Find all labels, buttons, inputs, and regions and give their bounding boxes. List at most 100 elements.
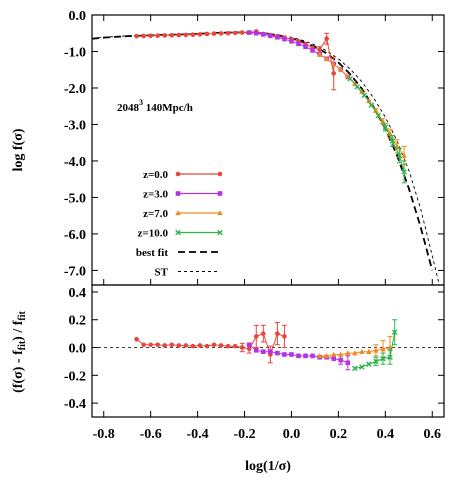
bottom-point-z-3-0-7 <box>296 353 301 359</box>
top-point-z-10-0-7-b <box>396 152 403 159</box>
bottom-point-z-0-0-3 <box>155 342 161 348</box>
top-point-z-3-0-6 <box>289 38 294 44</box>
bottom-point-z-7-0-4 <box>345 350 351 356</box>
bottom-points <box>134 319 398 372</box>
top-point-z-10-0-8-b <box>401 169 407 175</box>
top-point-z-0-0-4 <box>162 33 168 38</box>
top-point-z-10-0-2-b <box>361 92 368 99</box>
legend-marker-left-z-3-0 <box>175 191 181 196</box>
top-point-z-3-0-2 <box>261 32 266 37</box>
top-point-z-0-0-27 <box>324 36 329 42</box>
top-point-z-10-0-3 <box>368 102 375 108</box>
top-point-z-7-0-9 <box>380 118 386 124</box>
bottom-point-z-10-0-0-b <box>352 365 358 372</box>
bottom-x-ticks: -0.8 -0.6 -0.4 -0.2 0.0 0.2 0.4 0.6 <box>93 411 441 442</box>
top-point-z-0-0-26 <box>317 47 322 52</box>
top-point-z-0-0-15 <box>239 30 245 35</box>
legend-marker-left-z-10-0-b <box>175 229 181 236</box>
top-point-z-7-0-8 <box>373 107 379 113</box>
top-point-z-0-0-3 <box>155 33 161 38</box>
bottom-xtick-label-4: 0.0 <box>283 427 301 442</box>
legend-label-z-0-0: z=0.0 <box>143 169 168 181</box>
bottom-point-z-3-0-3 <box>268 349 273 354</box>
bottom-ytick-label-3: -0.2 <box>64 369 86 384</box>
top-point-z-10-0-7 <box>396 152 403 159</box>
bottom-point-z-0-0-10 <box>204 343 210 349</box>
bottom-point-z-0-0-5 <box>169 342 175 348</box>
top-annotation: 20483 140Mpc/h <box>117 98 193 114</box>
top-point-z-0-0-9 <box>197 32 203 37</box>
bottom-xtick-label-0: -0.8 <box>93 427 115 442</box>
top-ytick-label-1: -1.0 <box>64 45 86 60</box>
bottom-point-z-0-0-0 <box>134 336 139 342</box>
bottom-point-z-0-0-18 <box>261 331 266 336</box>
bottom-xtick-label-2: -0.4 <box>187 427 209 442</box>
bottom-point-z-3-0-12 <box>331 356 337 361</box>
bottom-point-z-0-0-11 <box>211 342 217 348</box>
legend-marker-left-z-0-0 <box>175 171 181 177</box>
bottom-point-z-10-0-5 <box>387 354 393 361</box>
top-panel: 0.0 -1.0 -2.0 -3.0 -4.0 -5.0 -6.0 -7.0 20483 14… <box>11 9 445 286</box>
legend-marker-right-z-7-0 <box>217 210 223 216</box>
top-point-z-3-0-7 <box>296 41 301 47</box>
bottom-point-z-0-0-8 <box>190 343 196 349</box>
top-point-z-7-0-6 <box>359 88 365 94</box>
bottom-point-z-0-0-13 <box>225 343 231 349</box>
top-point-z-10-0-6 <box>389 138 396 144</box>
top-point-z-0-0-12 <box>218 31 224 36</box>
legend-label-z-7-0: z=7.0 <box>143 208 168 220</box>
bottom-panel: 0.4 0.2 0.0 -0.2 -0.4 -0.8 -0.6 -0.4 -0.2 0.0 0.2… <box>11 284 445 474</box>
bottom-point-z-7-0-5 <box>352 350 358 356</box>
bottom-point-z-3-0-1 <box>253 348 259 353</box>
bottom-point-z-7-0-3 <box>338 351 344 357</box>
top-line-z-10-0 <box>349 78 405 173</box>
top-point-z-3-0-5 <box>282 36 287 42</box>
legend-marker-left-z-7-0 <box>175 210 181 216</box>
bottom-point-z-10-0-3-b <box>373 358 379 365</box>
bottom-point-z-0-0-9 <box>197 343 203 348</box>
bottom-point-z-7-0-2 <box>331 351 337 357</box>
top-point-z-0-0-13 <box>225 30 231 36</box>
top-point-z-10-0-8 <box>401 169 407 175</box>
top-point-z-10-0-5 <box>382 124 389 131</box>
top-point-z-3-0-8 <box>303 44 308 50</box>
bottom-point-z-0-0-20 <box>275 331 280 336</box>
legend-label-ST: ST <box>155 267 169 279</box>
bottom-point-z-0-0-7 <box>183 343 189 348</box>
bottom-point-z-10-0-1 <box>359 364 365 370</box>
top-point-z-0-0-1 <box>141 33 146 39</box>
bottom-point-z-10-0-4 <box>380 355 386 362</box>
top-point-z-10-0-5-b <box>382 124 389 131</box>
top-point-z-3-0-9 <box>310 48 315 53</box>
bottom-ytick-label-0: 0.4 <box>69 286 87 301</box>
top-point-z-3-0-4 <box>275 34 280 40</box>
legend-label-z-10-0: z=10.0 <box>138 228 169 240</box>
top-point-z-0-0-6 <box>176 32 182 38</box>
bottom-y-ticks: 0.4 0.2 0.0 -0.2 -0.4 <box>64 286 444 412</box>
top-point-z-10-0-6-b <box>389 138 396 144</box>
top-plot-frame <box>91 14 445 286</box>
top-point-z-0-0-2 <box>148 33 153 39</box>
top-point-z-0-0-0 <box>134 33 139 39</box>
bottom-point-z-3-0-8 <box>303 353 308 359</box>
bottom-point-z-3-0-4 <box>275 350 280 356</box>
legend-marker-right-z-0-0 <box>217 171 223 177</box>
bottom-point-z-7-0-7 <box>366 348 372 354</box>
legend-marker-left-z-10-0 <box>175 229 181 236</box>
bottom-point-z-0-0-16 <box>246 346 252 352</box>
top-point-z-0-0-8 <box>190 32 196 38</box>
bottom-point-z-10-0-5-b <box>387 354 393 361</box>
top-point-z-7-0-3 <box>338 66 344 73</box>
bottom-xtick-label-5: 0.2 <box>330 427 348 442</box>
bottom-point-z-10-0-6 <box>391 329 398 336</box>
top-point-z-0-0-11 <box>211 31 217 36</box>
bottom-ytick-label-2: 0.0 <box>69 342 87 357</box>
bottom-ytick-label-1: 0.2 <box>69 314 87 329</box>
bottom-point-z-3-0-13 <box>338 357 344 363</box>
legend: z=0.0 z=3.0 z=7.0 z=10.0 best fit ST <box>136 169 223 279</box>
top-point-z-0-0-14 <box>232 30 238 36</box>
top-ytick-label-2: -2.0 <box>64 82 86 97</box>
top-points <box>134 29 407 184</box>
bottom-point-z-10-0-0 <box>352 365 358 372</box>
top-point-z-7-0-5 <box>352 80 358 86</box>
